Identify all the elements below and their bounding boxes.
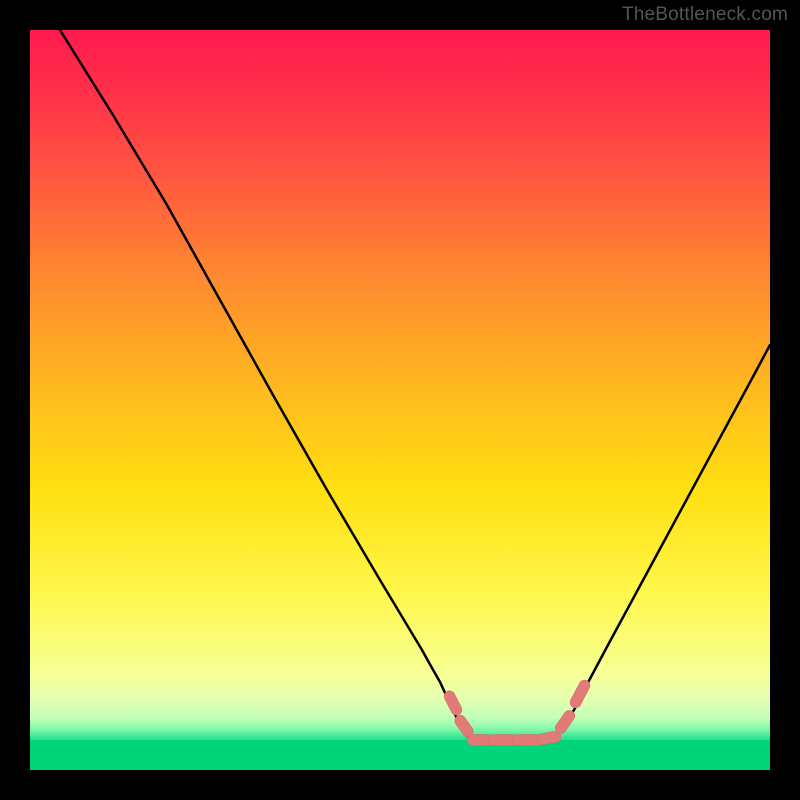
gradient-zone xyxy=(30,30,770,740)
watermark-text: TheBottleneck.com xyxy=(622,4,788,26)
chart-container: TheBottleneck.com xyxy=(0,0,800,800)
bottleneck-curve-chart xyxy=(0,0,800,800)
bottom-green-strip xyxy=(30,740,770,770)
